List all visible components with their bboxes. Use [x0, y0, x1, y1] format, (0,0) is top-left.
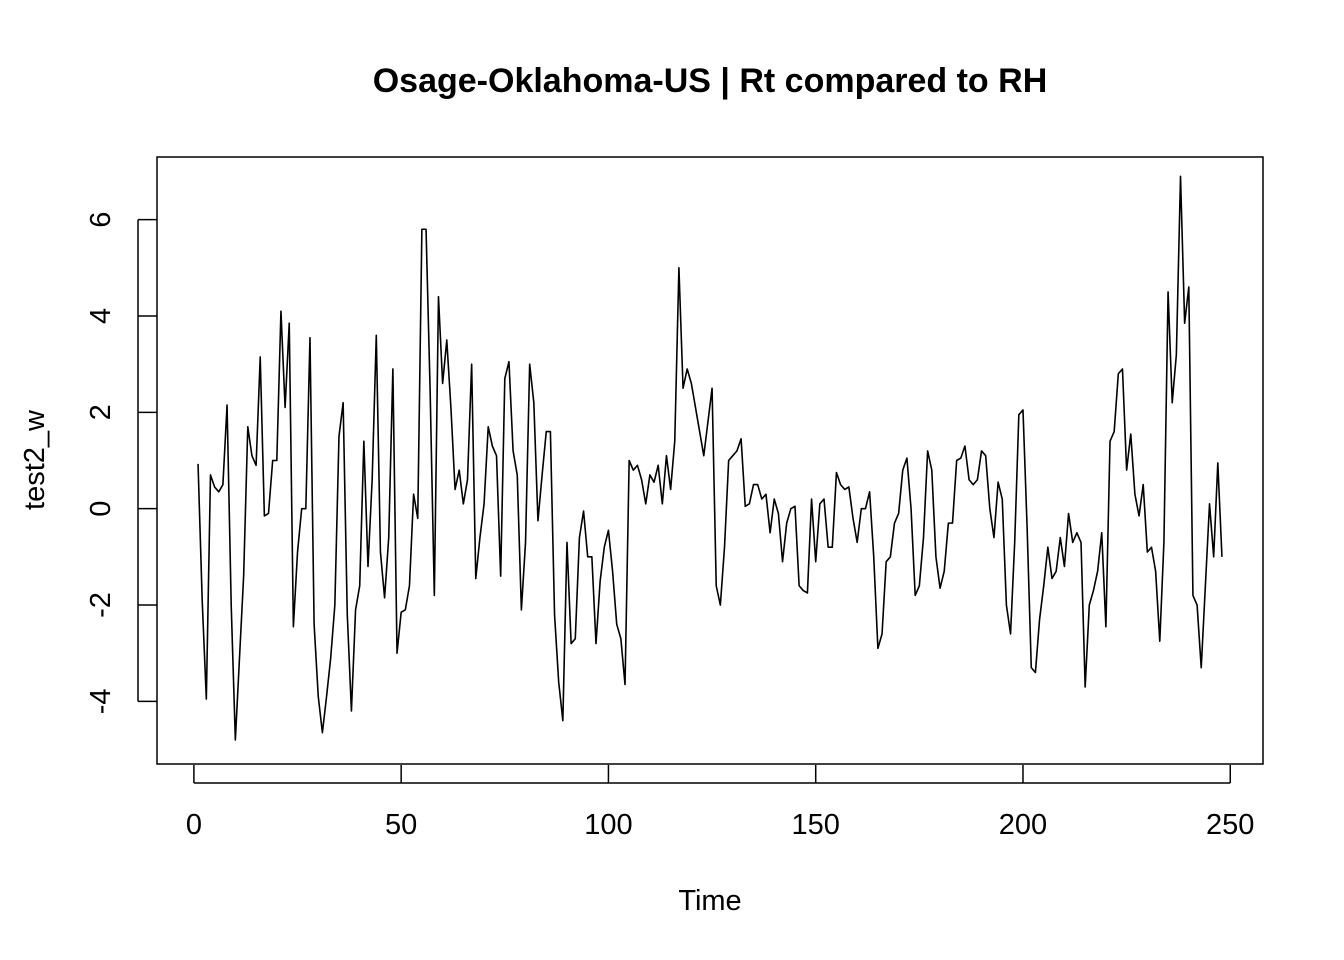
x-tick-label: 150: [792, 809, 840, 841]
x-tick-label: 100: [584, 809, 632, 841]
plot-frame: [156, 156, 1264, 765]
series-line: [197, 175, 1223, 741]
y-tick-label: 2: [85, 404, 117, 420]
chart-title: Osage-Oklahoma-US | Rt compared to RH: [373, 62, 1048, 100]
x-axis: 0 50 100 150 200 250: [186, 765, 1254, 841]
y-tick-label: -2: [85, 592, 117, 618]
x-tick-label: 200: [999, 809, 1047, 841]
x-tick-label: 250: [1206, 809, 1254, 841]
y-tick-label: 0: [85, 501, 117, 517]
y-axis-label: test2_w: [19, 409, 51, 510]
y-tick-label: 4: [85, 308, 117, 324]
x-axis-label: Time: [678, 885, 741, 917]
y-axis: -4 -2 0 2 4 6: [85, 212, 157, 714]
y-tick-label: -4: [85, 688, 117, 714]
x-tick-label: 50: [385, 809, 417, 841]
y-tick-label: 6: [85, 212, 117, 228]
x-tick-label: 0: [186, 809, 202, 841]
